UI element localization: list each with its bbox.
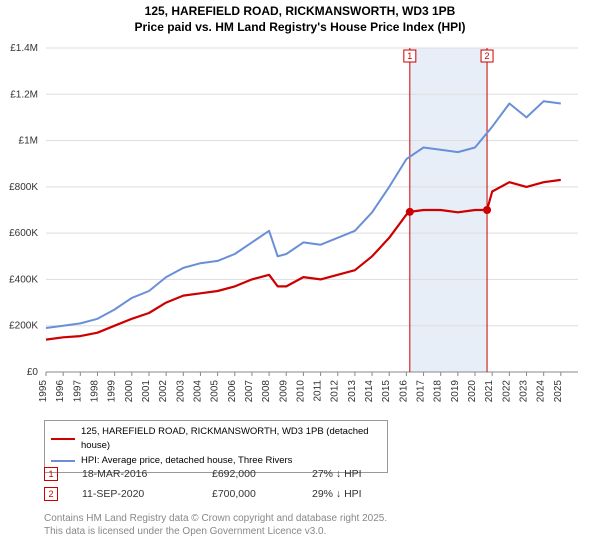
svg-text:£0: £0	[27, 367, 39, 378]
sale-diff: 27% ↓ HPI	[312, 468, 412, 480]
svg-text:2025: 2025	[553, 380, 564, 403]
svg-text:2018: 2018	[433, 380, 444, 403]
svg-text:2006: 2006	[227, 380, 238, 403]
sales-table: 1 18-MAR-2016£692,00027% ↓ HPI 2 11-SEP-202…	[44, 464, 412, 504]
svg-text:2014: 2014	[364, 380, 375, 403]
sale-date: 18-MAR-2016	[82, 468, 212, 480]
svg-text:£600K: £600K	[9, 228, 38, 239]
sale-date: 11-SEP-2020	[82, 488, 212, 500]
svg-text:2008: 2008	[261, 380, 272, 403]
svg-text:2016: 2016	[398, 380, 409, 403]
svg-text:2021: 2021	[484, 380, 495, 403]
svg-text:2009: 2009	[278, 380, 289, 403]
sale-row: 2 11-SEP-2020£700,00029% ↓ HPI	[44, 484, 412, 504]
legend-label: 125, HAREFIELD ROAD, RICKMANSWORTH, WD3 …	[81, 425, 381, 454]
legend-row: 125, HAREFIELD ROAD, RICKMANSWORTH, WD3 …	[51, 425, 381, 454]
svg-text:2000: 2000	[124, 380, 135, 403]
title-line2: Price paid vs. HM Land Registry's House …	[0, 20, 600, 36]
svg-text:£400K: £400K	[9, 274, 38, 285]
svg-text:2: 2	[485, 51, 490, 61]
svg-text:£1.4M: £1.4M	[10, 43, 38, 54]
svg-text:2022: 2022	[501, 380, 512, 403]
svg-text:2023: 2023	[519, 380, 530, 403]
svg-text:1: 1	[407, 51, 412, 61]
svg-text:2024: 2024	[536, 380, 547, 403]
svg-text:2012: 2012	[330, 380, 341, 403]
svg-text:2011: 2011	[313, 380, 324, 402]
svg-text:£1.2M: £1.2M	[10, 89, 38, 100]
footer-line1: Contains HM Land Registry data © Crown c…	[44, 512, 387, 525]
sale-price: £692,000	[212, 468, 312, 480]
sale-diff: 29% ↓ HPI	[312, 488, 412, 500]
svg-text:1999: 1999	[107, 380, 118, 403]
svg-text:2001: 2001	[141, 380, 152, 403]
svg-text:2002: 2002	[158, 380, 169, 403]
svg-text:2010: 2010	[295, 380, 306, 403]
svg-text:2004: 2004	[192, 380, 203, 403]
svg-text:£800K: £800K	[9, 182, 38, 193]
svg-text:2019: 2019	[450, 380, 461, 403]
title-line1: 125, HAREFIELD ROAD, RICKMANSWORTH, WD3 …	[0, 4, 600, 20]
chart-container: 125, HAREFIELD ROAD, RICKMANSWORTH, WD3 …	[0, 0, 600, 560]
sale-marker-number: 2	[44, 487, 58, 501]
svg-text:1998: 1998	[89, 380, 100, 403]
sale-price: £700,000	[212, 488, 312, 500]
legend-swatch	[51, 438, 75, 440]
svg-text:2013: 2013	[347, 380, 358, 403]
line-chart-svg: 1219951996199719981999200020012002200320…	[44, 42, 584, 412]
svg-text:2020: 2020	[467, 380, 478, 403]
svg-text:2017: 2017	[416, 380, 427, 403]
svg-text:2007: 2007	[244, 380, 255, 403]
svg-text:1997: 1997	[72, 380, 83, 403]
svg-text:£1M: £1M	[19, 136, 38, 147]
svg-text:2003: 2003	[175, 380, 186, 403]
svg-text:2015: 2015	[381, 380, 392, 403]
svg-text:1995: 1995	[38, 380, 49, 403]
footer-line2: This data is licensed under the Open Gov…	[44, 525, 387, 538]
footer-attribution: Contains HM Land Registry data © Crown c…	[44, 512, 387, 538]
chart-title: 125, HAREFIELD ROAD, RICKMANSWORTH, WD3 …	[0, 0, 600, 35]
svg-text:2005: 2005	[210, 380, 221, 403]
legend-swatch	[51, 460, 75, 462]
sale-row: 1 18-MAR-2016£692,00027% ↓ HPI	[44, 464, 412, 484]
svg-text:1996: 1996	[55, 380, 66, 403]
plot-area: 1219951996199719981999200020012002200320…	[44, 42, 584, 412]
svg-text:£200K: £200K	[9, 321, 38, 332]
sale-marker-number: 1	[44, 467, 58, 481]
